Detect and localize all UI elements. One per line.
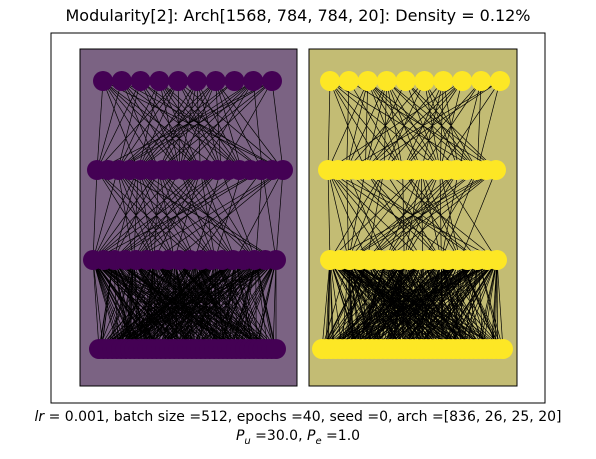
node (186, 71, 207, 91)
node (149, 71, 170, 91)
module-1-layer-1 (93, 71, 282, 91)
module-1 (79, 48, 298, 387)
pe-value: =1.0 (321, 428, 361, 444)
node (111, 71, 132, 91)
axes-frame (50, 32, 546, 404)
node (320, 71, 340, 91)
pe-subscript: e (315, 435, 322, 447)
figure-caption: lr = 0.001, batch size =512, epochs =40,… (0, 408, 596, 451)
node (93, 71, 113, 91)
node (130, 71, 151, 91)
caption-line-1: lr = 0.001, batch size =512, epochs =40,… (0, 408, 596, 427)
node (205, 71, 226, 91)
pe-symbol: P (307, 428, 316, 444)
node (266, 339, 286, 359)
module-2 (308, 48, 518, 387)
module-1-output-layer (89, 339, 286, 359)
node (452, 71, 473, 91)
node (266, 250, 286, 270)
module-2-layer-2 (318, 160, 506, 180)
node (357, 71, 378, 91)
node (224, 71, 245, 91)
figure-title: Modularity[2]: Arch[1568, 784, 784, 20]:… (65, 6, 531, 25)
caption-line-2: Pu =30.0, Pe =1.0 (0, 427, 596, 451)
node (471, 71, 492, 91)
pu-symbol: P (235, 428, 245, 444)
node (486, 160, 506, 180)
module-2-layer-3 (320, 250, 507, 270)
module-2-layer-1 (320, 71, 510, 91)
module-1-layer-3 (83, 250, 286, 270)
node (490, 71, 510, 91)
module-1-layer-2 (87, 160, 293, 180)
node (433, 71, 454, 91)
node (487, 250, 507, 270)
module-2-edges (321, 80, 504, 350)
node (414, 71, 435, 91)
lr-symbol: lr (34, 409, 45, 425)
module-2-output-layer (312, 339, 513, 359)
caption-hyperparams: = 0.001, batch size =512, epochs =40, se… (44, 409, 562, 425)
node (376, 71, 397, 91)
node (338, 71, 359, 91)
node (493, 339, 513, 359)
module-1-edges (92, 80, 284, 350)
node (262, 71, 282, 91)
pu-value: =30.0, (250, 428, 307, 444)
node (168, 71, 189, 91)
node (273, 160, 293, 180)
node (243, 71, 264, 91)
pu-subscript: u (244, 435, 251, 447)
node (395, 71, 416, 91)
